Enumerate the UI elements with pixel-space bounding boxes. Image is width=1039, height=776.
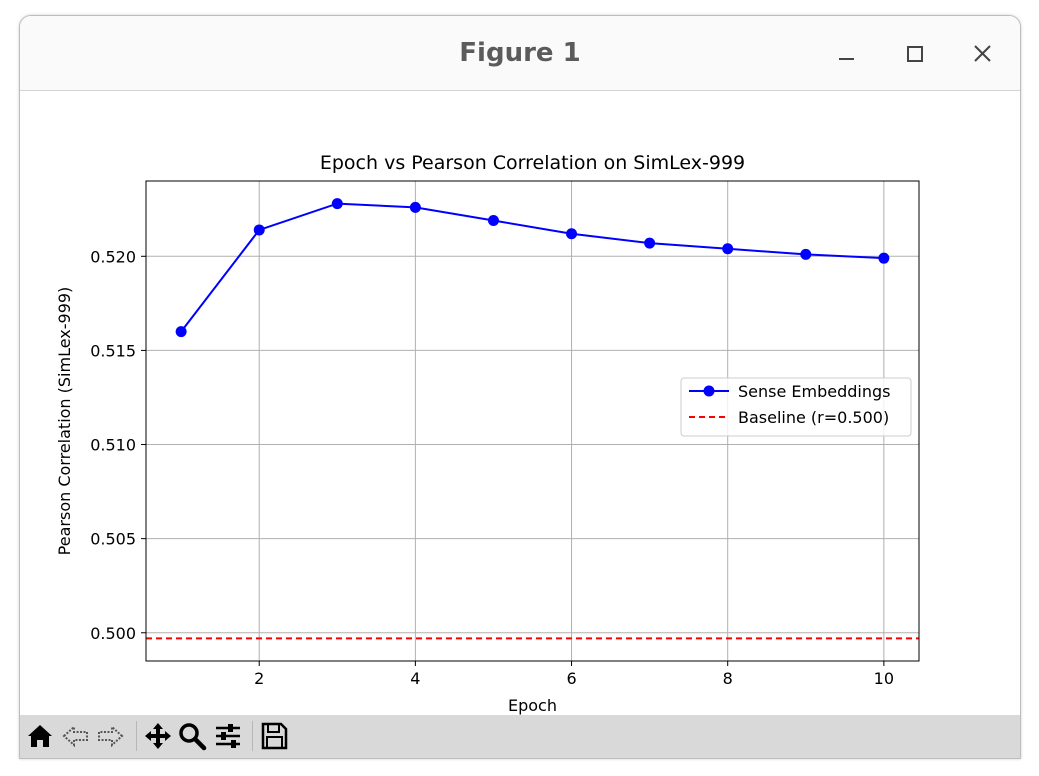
legend-label-baseline: Baseline (r=0.500): [738, 408, 889, 427]
title-bar: Figure 1: [20, 16, 1020, 91]
toolbar-separator: [252, 721, 253, 751]
axes-frame: [145, 180, 920, 662]
y-tick-label: 0.505: [90, 530, 136, 549]
data-point: [722, 243, 734, 255]
maximize-icon: [907, 46, 923, 62]
line-chart: 2 4 6 8 10 0.500 0.505 0.510 0.515 0.520 Epoch v…: [55, 152, 920, 715]
floppy-disk-icon: [261, 722, 288, 750]
save-button[interactable]: [258, 720, 290, 752]
maximize-button[interactable]: [900, 40, 930, 70]
forward-button[interactable]: [94, 720, 126, 752]
window-title: Figure 1: [459, 38, 581, 68]
navigation-toolbar: [20, 715, 1020, 758]
configure-subplots-button[interactable]: [212, 720, 244, 752]
legend-label-sense: Sense Embeddings: [738, 382, 891, 401]
x-tick-label: 8: [723, 669, 733, 688]
magnifier-icon: [179, 723, 207, 751]
sliders-icon: [216, 724, 240, 748]
legend-box: [680, 377, 912, 437]
chart-title: Epoch vs Pearson Correlation on SimLex-9…: [320, 152, 745, 174]
close-button[interactable]: [968, 40, 998, 70]
data-point: [644, 237, 656, 249]
series-line: [180, 202, 884, 333]
x-tick-label: 10: [874, 669, 894, 688]
back-button[interactable]: [60, 720, 92, 752]
legend-marker-sense: [703, 385, 715, 397]
data-point: [253, 224, 265, 236]
minimize-icon: [839, 58, 854, 60]
legend: Sense Embeddings Baseline (r=0.500): [680, 377, 912, 437]
data-point: [409, 201, 421, 213]
x-tick-label: 6: [566, 669, 576, 688]
arrow-right-icon: [98, 724, 124, 748]
y-tick-label: 0.515: [90, 341, 136, 360]
arrow-left-icon: [62, 724, 88, 748]
zoom-button[interactable]: [176, 720, 208, 752]
pan-button[interactable]: [142, 720, 174, 752]
series-layer: [175, 198, 890, 338]
move-icon: [145, 723, 171, 749]
x-axis-label: Epoch: [508, 696, 557, 715]
y-tick-label: 0.510: [90, 436, 136, 455]
data-point: [800, 248, 812, 260]
home-button[interactable]: [24, 720, 56, 752]
y-axis-label: Pearson Correlation (SimLex-999): [55, 287, 74, 556]
x-tick-label: 4: [410, 669, 420, 688]
data-point: [878, 252, 890, 264]
close-icon: [974, 45, 991, 62]
x-axis-ticks: 2 4 6 8 10: [254, 661, 894, 688]
y-axis-ticks: 0.500 0.505 0.510 0.515 0.520: [90, 247, 146, 643]
minimize-button[interactable]: [832, 40, 862, 70]
data-point: [175, 326, 187, 338]
home-icon: [28, 725, 52, 747]
grid-lines: [146, 181, 919, 661]
y-tick-label: 0.520: [90, 247, 136, 266]
figure-window: Figure 1 2 4 6 8 10 0.500 0.505 0.510 0.515 0.5: [19, 15, 1021, 759]
data-point: [487, 215, 499, 227]
y-tick-label: 0.500: [90, 624, 136, 643]
data-point: [331, 198, 343, 210]
x-tick-label: 2: [254, 669, 264, 688]
toolbar-separator: [136, 721, 137, 751]
figure-canvas[interactable]: 2 4 6 8 10 0.500 0.505 0.510 0.515 0.520 Epoch v…: [20, 91, 1020, 715]
data-point: [566, 228, 578, 240]
